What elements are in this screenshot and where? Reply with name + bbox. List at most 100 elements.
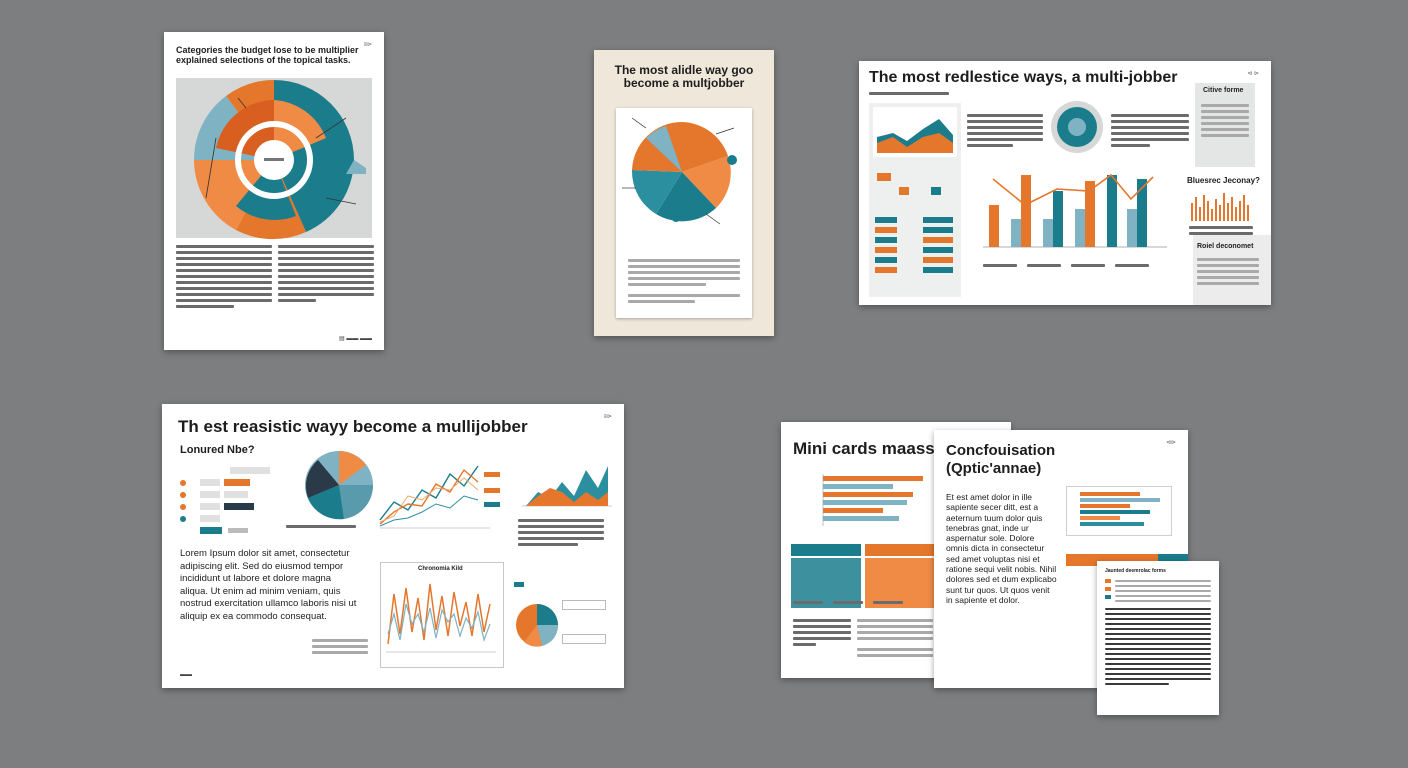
donut-chart bbox=[1051, 101, 1103, 153]
text-column bbox=[793, 616, 851, 649]
sheet-header: Jaunted deemrolac forms bbox=[1105, 568, 1166, 574]
sidebar-text bbox=[1201, 101, 1249, 140]
radial-segment bbox=[346, 160, 366, 174]
pie-chart bbox=[622, 117, 737, 225]
sidebar-box bbox=[1195, 83, 1255, 167]
table-block bbox=[923, 213, 953, 277]
bar bbox=[1075, 209, 1085, 247]
text-block bbox=[518, 516, 604, 549]
sheet-title: The most alidle way goo become a multjob… bbox=[614, 63, 754, 91]
area-chart bbox=[873, 107, 957, 157]
legend-chip bbox=[1105, 579, 1111, 583]
legend-chip bbox=[484, 502, 500, 507]
center-label bbox=[264, 158, 284, 161]
volatility-chart bbox=[386, 583, 496, 653]
combo-chart bbox=[983, 173, 1167, 248]
text-block bbox=[1111, 111, 1189, 150]
legend-chip bbox=[514, 582, 524, 587]
sheet-title: Categories the budget lose to be multipl… bbox=[176, 45, 359, 65]
bar bbox=[1021, 175, 1031, 247]
bar bbox=[1043, 219, 1053, 247]
pie-slice bbox=[682, 122, 728, 172]
pie-slice bbox=[339, 451, 366, 485]
legend-chip bbox=[484, 488, 500, 493]
label-box bbox=[562, 634, 606, 644]
pie-slice bbox=[646, 126, 682, 172]
text-column bbox=[278, 242, 374, 305]
area-chart bbox=[522, 466, 612, 507]
sidebar-text bbox=[1189, 223, 1253, 238]
text-block bbox=[1115, 577, 1211, 605]
legend-chip bbox=[899, 187, 909, 195]
label-box bbox=[562, 600, 606, 610]
pie-slice bbox=[339, 465, 373, 485]
radial-chart bbox=[194, 80, 366, 240]
pie-slice bbox=[308, 485, 344, 520]
body-text: Lorem Ipsum dolor sit amet, consectetur … bbox=[180, 548, 357, 622]
document-sheet-2[interactable]: The most alidle way goo become a multjob… bbox=[594, 50, 774, 336]
leader-line bbox=[705, 213, 721, 225]
footer-mark: ▤ ▬▬ ▬▬ bbox=[338, 336, 372, 342]
sidebar-text bbox=[1197, 255, 1259, 288]
radial-segment bbox=[236, 160, 296, 220]
legend-chip bbox=[1105, 587, 1111, 591]
area-series bbox=[877, 133, 953, 153]
body-text: Et est amet dolor in ille sapiente secer… bbox=[946, 492, 1057, 605]
chart-caption: Chronomia Kild bbox=[418, 566, 463, 572]
sheet-title: Th est reasistic wayy become a mullijobb… bbox=[178, 417, 528, 436]
leader-line bbox=[325, 197, 357, 205]
legend-chip bbox=[931, 187, 941, 195]
section-title: Bluesrec Jeconay? bbox=[1187, 176, 1260, 185]
legend-text bbox=[793, 598, 943, 607]
page-mark: ≡⊳ bbox=[363, 42, 372, 48]
radial-segment bbox=[194, 160, 274, 230]
bar bbox=[1011, 219, 1021, 247]
horizontal-bar-chart bbox=[1080, 492, 1160, 526]
radial-ring bbox=[235, 121, 313, 199]
mini-bar-chart bbox=[1191, 193, 1249, 221]
text-block bbox=[967, 111, 1043, 150]
subsection-title: Roiel deconomet bbox=[1197, 243, 1254, 250]
horizontal-bar-chart bbox=[822, 474, 923, 526]
bar bbox=[1085, 181, 1095, 247]
text-block bbox=[628, 256, 740, 306]
leader-line bbox=[237, 97, 247, 109]
legend-chip bbox=[877, 173, 891, 181]
pie-slice bbox=[305, 460, 339, 498]
radial-segment bbox=[274, 160, 354, 232]
footer-mark: ▬▬ bbox=[180, 672, 192, 678]
pie-slice bbox=[656, 172, 716, 222]
document-sheet-3[interactable]: The most redlestice ways, a multi-jobber… bbox=[859, 61, 1271, 305]
document-sheet-7[interactable]: Jaunted deemrolac forms bbox=[1097, 561, 1219, 715]
legend-text bbox=[983, 261, 1159, 270]
page-mark: ≡⊳ bbox=[603, 414, 612, 420]
sheet-title: Mini cards maass bbox=[793, 439, 935, 458]
document-sheet-4[interactable]: Th est reasistic wayy become a mullijobb… bbox=[162, 404, 624, 688]
line-series bbox=[379, 477, 479, 523]
chart-caption-line bbox=[286, 522, 356, 531]
document-sheet-1[interactable]: ≡⊳ Categories the budget lose to be mult… bbox=[164, 32, 384, 350]
subheader-line bbox=[869, 89, 949, 98]
leader-line bbox=[315, 117, 347, 139]
text-block bbox=[1105, 605, 1211, 688]
bar bbox=[1137, 179, 1147, 247]
callout-dot bbox=[672, 214, 680, 222]
text-column bbox=[857, 616, 933, 660]
table-block bbox=[875, 213, 955, 277]
pie-chart bbox=[305, 451, 374, 520]
leader-line bbox=[631, 117, 647, 129]
subtitle: Lonured Nbe? bbox=[180, 444, 255, 456]
page-mark: ⊲⊳ bbox=[1165, 440, 1176, 446]
chart-frame bbox=[380, 562, 504, 668]
pie-chart bbox=[516, 604, 559, 647]
sheet-title: The most redlestice ways, a multi-jobber bbox=[869, 69, 1178, 86]
sidebar-title: Citive forme bbox=[1203, 87, 1244, 94]
line-series bbox=[992, 173, 1154, 206]
pie-slice bbox=[339, 485, 374, 519]
line-chart bbox=[379, 465, 490, 529]
line-series bbox=[379, 468, 479, 525]
chart-frame bbox=[1066, 486, 1172, 536]
page-mark: ⊲ ⊳ bbox=[1247, 71, 1259, 77]
leader-line bbox=[715, 127, 735, 135]
callout-dot bbox=[727, 155, 737, 165]
